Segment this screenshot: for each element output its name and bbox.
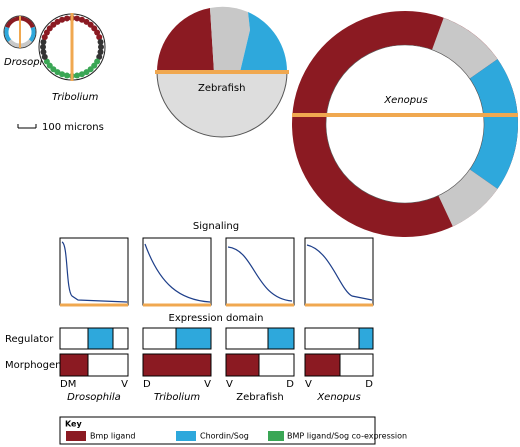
cell <box>97 49 104 56</box>
row-label: Morphogen <box>5 360 62 371</box>
morphogen-domain <box>59 353 89 377</box>
key <box>59 416 376 445</box>
section-title: Expression domain <box>169 313 264 324</box>
cell-ring <box>4 26 12 42</box>
cell <box>63 72 70 79</box>
morphogen-domain <box>225 353 260 377</box>
key-item: Chordin/Sog <box>200 432 249 441</box>
cell <box>41 53 48 60</box>
signaling-box <box>225 237 295 306</box>
cell <box>41 34 48 41</box>
cell <box>59 16 66 23</box>
signaling-box <box>59 237 129 306</box>
cell-ring <box>437 168 498 227</box>
cell <box>83 69 90 76</box>
species-label: Drosophila <box>67 392 121 403</box>
morphogen-domain <box>142 353 212 377</box>
regulator-domain <box>267 327 295 350</box>
embryo-label: Xenopus <box>383 95 427 106</box>
cell <box>74 72 81 79</box>
cell <box>59 71 66 78</box>
regulator-domain <box>87 327 114 350</box>
regulator-domain <box>358 327 374 350</box>
row-label: Regulator <box>5 334 54 345</box>
section-title: Signaling <box>193 221 239 232</box>
tribolium-embryo <box>38 13 106 81</box>
cell <box>97 38 104 45</box>
xenopus-embryo <box>292 11 518 237</box>
signaling-curve <box>144 243 211 303</box>
cell <box>74 15 81 22</box>
axis-end-label: V <box>204 379 211 390</box>
species-label: Zebrafish <box>236 392 283 403</box>
cell <box>94 29 101 36</box>
signaling-curve <box>227 246 293 302</box>
cell-ring <box>469 59 518 189</box>
species-label: Tribolium <box>154 392 201 403</box>
scale-label: 100 microns <box>42 122 104 133</box>
axis-end-label: V <box>121 379 128 390</box>
morphogen-domain <box>304 353 341 377</box>
axis-end-label: V <box>305 379 312 390</box>
cell-ring <box>431 17 498 80</box>
cell <box>43 58 50 65</box>
cell <box>40 49 47 56</box>
embryo-label: Zebrafish <box>198 83 245 94</box>
embryo-label: Drosophila <box>4 57 58 68</box>
drosophila-embryo <box>3 15 37 49</box>
key-item: Bmp ligand <box>90 432 135 441</box>
cell <box>40 44 46 50</box>
axis-end-label: D <box>143 379 151 390</box>
cell <box>78 71 85 78</box>
regulator-domain <box>175 327 212 350</box>
axis-end-label: D <box>286 379 294 390</box>
cell <box>63 15 70 22</box>
axis-end-label: DM <box>60 379 76 390</box>
cell <box>54 18 61 25</box>
signaling-curve <box>61 241 128 303</box>
cell <box>98 44 104 50</box>
axis-end-label: V <box>226 379 233 390</box>
signaling-curve <box>306 244 373 301</box>
axis-end-label: D <box>365 379 373 390</box>
cell <box>96 53 103 60</box>
key-item: BMP ligand/Sog co-expression <box>287 432 407 441</box>
cell-ring <box>28 26 36 42</box>
zebrafish-embryo <box>155 6 289 138</box>
signaling-box <box>142 237 212 306</box>
scale-bar <box>17 124 37 129</box>
embryo-label: Tribolium <box>52 92 99 103</box>
key-title: Key <box>65 420 82 429</box>
species-label: Xenopus <box>316 392 360 403</box>
cell <box>78 16 85 23</box>
cell <box>40 38 47 45</box>
cell <box>96 34 103 41</box>
blastocoel <box>325 44 485 204</box>
